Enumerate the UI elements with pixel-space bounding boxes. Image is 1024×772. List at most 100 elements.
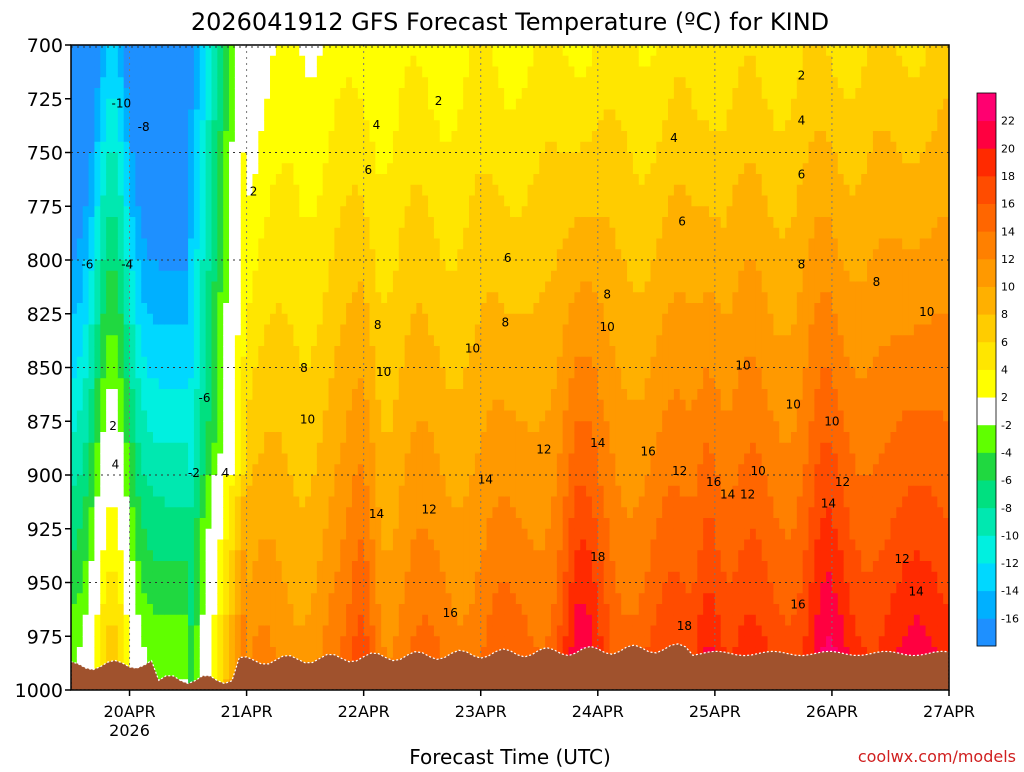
temperature-cell [182,195,189,207]
temperature-cell [182,66,189,78]
temperature-cell [293,539,300,551]
temperature-cell [457,625,464,637]
temperature-cell [176,432,183,444]
temperature-cell [229,227,236,240]
temperature-cell [510,120,517,132]
temperature-cell [346,496,353,508]
temperature-cell [234,98,242,111]
temperature-cell [246,582,254,594]
temperature-cell [498,131,505,143]
temperature-cell [246,507,254,519]
temperature-cell [199,485,207,498]
temperature-cell [498,77,505,89]
temperature-cell [129,647,136,659]
temperature-cell [258,335,265,347]
temperature-cell [111,238,119,250]
temperature-cell [199,152,207,164]
temperature-cell [492,432,499,444]
temperature-cell [334,582,341,594]
temperature-cell [129,550,136,562]
temperature-cell [106,593,113,605]
temperature-cell [275,432,283,444]
temperature-cell [71,45,78,57]
temperature-cell [76,614,84,627]
temperature-cell [252,270,259,283]
temperature-cell [88,647,96,659]
temperature-cell [205,518,213,530]
temperature-cell [141,174,148,186]
temperature-cell [392,442,400,455]
temperature-cell [246,88,254,100]
temperature-cell [305,77,312,89]
temperature-cell [515,464,523,476]
temperature-cell [270,346,277,358]
temperature-cell [293,356,300,369]
temperature-cell [463,77,470,89]
temperature-cell [340,485,347,498]
temperature-cell [439,528,447,541]
temperature-cell [439,421,447,433]
temperature-cell [381,356,388,369]
temperature-cell [176,421,183,433]
temperature-cell [346,604,353,616]
temperature-cell [193,367,201,379]
temperature-cell [521,120,529,132]
temperature-cell [188,647,195,659]
temperature-cell [392,604,400,616]
temperature-cell [223,98,230,111]
temperature-cell [299,55,306,68]
temperature-cell [270,367,277,379]
temperature-cell [258,604,265,616]
temperature-cell [463,55,470,68]
temperature-cell [164,335,172,347]
temperature-cell [445,399,453,412]
temperature-cell [451,636,458,648]
temperature-cell [88,346,96,358]
temperature-cell [135,227,142,240]
temperature-cell [404,66,412,78]
temperature-cell [281,281,289,293]
temperature-cell [141,66,148,78]
temperature-cell [439,378,447,390]
temperature-cell [445,593,453,605]
temperature-cell [439,163,447,175]
temperature-cell [94,45,101,57]
temperature-cell [521,141,529,154]
temperature-cell [281,593,289,605]
temperature-cell [158,356,166,369]
temperature-cell [545,582,552,594]
temperature-cell [246,303,254,315]
temperature-cell [527,98,535,111]
temperature-cell [264,270,271,283]
temperature-cell [480,227,488,240]
temperature-cell [211,281,218,293]
temperature-cell [147,464,154,476]
temperature-cell [147,141,154,154]
temperature-cell [205,303,213,315]
temperature-cell [428,238,435,250]
temperature-cell [270,260,277,272]
temperature-cell [264,625,271,637]
temperature-cell [193,141,201,154]
temperature-cell [316,389,324,401]
temperature-cell [363,55,371,68]
temperature-cell [217,657,224,670]
temperature-cell [533,335,540,347]
temperature-cell [457,281,464,293]
temperature-cell [357,528,365,541]
temperature-cell [234,88,242,100]
temperature-cell [498,88,505,100]
temperature-cell [398,647,406,659]
temperature-cell [240,561,248,573]
temperature-cell [539,152,546,164]
temperature-cell [188,120,195,132]
temperature-cell [299,249,306,261]
temperature-cell [539,539,546,551]
temperature-cell [363,174,371,186]
temperature-cell [310,55,318,68]
temperature-cell [281,614,289,627]
temperature-cell [533,614,540,627]
temperature-cell [299,206,306,218]
temperature-cell [147,485,154,498]
temperature-cell [170,55,177,68]
